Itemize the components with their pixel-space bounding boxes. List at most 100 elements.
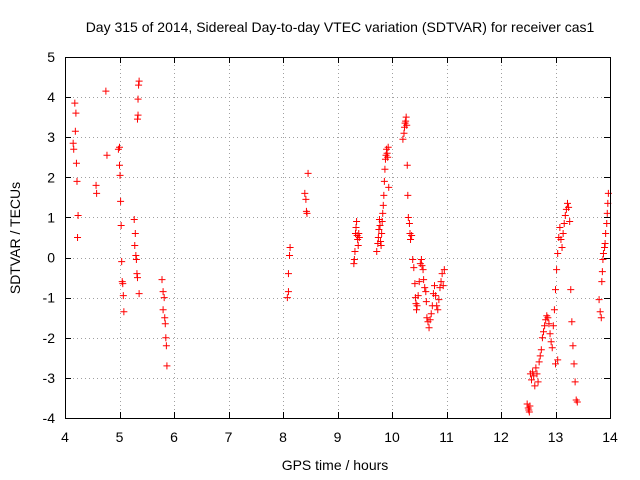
data-point	[533, 370, 541, 378]
data-point	[554, 250, 562, 258]
data-point	[302, 195, 310, 203]
data-point	[400, 129, 408, 137]
data-point	[404, 213, 412, 221]
data-point	[569, 342, 577, 350]
data-point	[540, 328, 548, 336]
data-point	[381, 165, 389, 173]
data-point	[552, 286, 559, 294]
data-point	[432, 292, 440, 300]
data-point	[558, 244, 566, 252]
data-point	[301, 189, 309, 197]
data-point	[408, 231, 416, 239]
data-point	[117, 197, 125, 205]
data-point	[410, 264, 418, 272]
data-point	[598, 268, 606, 276]
data-point	[544, 314, 552, 322]
data-point	[284, 288, 292, 296]
y-tick-label: -3	[43, 370, 56, 386]
x-axis-label: GPS time / hours	[282, 457, 389, 473]
data-point	[377, 238, 385, 246]
data-point	[420, 276, 428, 284]
data-point	[350, 256, 358, 264]
data-point	[554, 356, 562, 364]
data-point	[596, 308, 604, 316]
data-point	[118, 258, 126, 266]
data-point	[350, 260, 358, 268]
data-point	[133, 270, 141, 278]
data-point	[421, 284, 429, 292]
data-point	[93, 189, 101, 197]
data-point	[379, 209, 387, 217]
data-point	[131, 229, 139, 237]
data-point	[418, 262, 426, 270]
data-point	[134, 95, 142, 103]
data-point	[159, 306, 167, 314]
data-point	[72, 159, 80, 167]
data-point	[545, 320, 553, 328]
y-tick-label: -2	[43, 330, 56, 346]
y-tick-label: 1	[47, 209, 55, 225]
data-point	[548, 344, 556, 352]
data-point	[102, 87, 110, 95]
x-tick-label: 11	[439, 429, 454, 445]
data-point	[74, 211, 82, 219]
data-point	[411, 280, 419, 288]
data-point	[286, 244, 294, 252]
data-point	[384, 153, 392, 161]
chart-title: Day 315 of 2014, Sidereal Day-to-day VTE…	[86, 19, 595, 35]
data-point	[402, 117, 410, 125]
data-point	[376, 221, 384, 229]
data-point	[422, 288, 430, 296]
data-point	[437, 278, 445, 286]
x-tick-label: 14	[602, 429, 618, 445]
data-point	[402, 113, 410, 121]
data-point	[383, 149, 391, 157]
data-point	[404, 191, 412, 199]
data-point	[284, 270, 292, 278]
data-point	[352, 223, 360, 231]
data-point	[72, 109, 80, 117]
data-point	[119, 292, 127, 300]
data-point	[419, 266, 427, 274]
data-point	[375, 225, 383, 233]
data-point	[159, 288, 167, 296]
data-point	[603, 209, 611, 217]
x-tick-label: 9	[334, 429, 342, 445]
y-tick-label: -4	[43, 410, 56, 426]
data-point	[598, 278, 606, 286]
data-point	[431, 282, 439, 290]
data-point	[70, 145, 78, 153]
data-point	[135, 290, 143, 298]
data-point	[385, 183, 393, 191]
data-point	[560, 219, 568, 227]
data-point	[426, 316, 434, 324]
data-point	[601, 240, 609, 248]
data-point	[403, 161, 411, 169]
data-point	[92, 181, 100, 189]
x-tick-label: 6	[170, 429, 178, 445]
y-tick-label: 3	[47, 129, 55, 145]
data-point	[538, 334, 546, 342]
data-point	[568, 318, 576, 326]
y-tick-label: 0	[47, 250, 55, 266]
data-point	[440, 266, 448, 274]
x-tick-label: 10	[384, 429, 400, 445]
data-point	[74, 234, 82, 241]
data-point	[566, 217, 574, 225]
data-point	[565, 203, 573, 211]
data-point	[409, 256, 417, 264]
x-tick-label: 12	[493, 429, 509, 445]
data-point	[573, 398, 581, 406]
data-point	[135, 81, 143, 89]
data-point	[378, 217, 386, 225]
data-point	[132, 252, 140, 260]
data-point	[599, 250, 607, 258]
data-point	[354, 242, 362, 250]
data-point	[303, 209, 311, 217]
data-point	[133, 274, 141, 282]
data-point	[415, 278, 423, 286]
data-point	[556, 223, 564, 231]
data-point	[71, 99, 79, 107]
data-point	[438, 270, 446, 278]
data-point	[414, 292, 422, 300]
